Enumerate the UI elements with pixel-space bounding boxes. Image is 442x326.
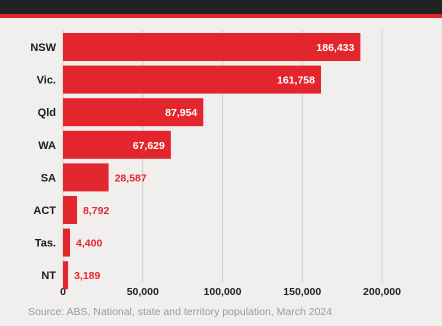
x-tick-label: 0 xyxy=(60,286,66,298)
value-label: 8,792 xyxy=(83,205,109,217)
bar xyxy=(63,33,361,61)
value-label: 3,189 xyxy=(74,270,100,282)
bar xyxy=(63,228,71,257)
bar xyxy=(63,130,171,159)
x-tick-label: 150,000 xyxy=(283,286,321,298)
source-note: Source: ABS, National, state and territo… xyxy=(28,306,333,318)
header-band xyxy=(0,0,442,14)
value-label: 28,587 xyxy=(115,172,147,184)
header-rule xyxy=(0,14,442,18)
category-label: NT xyxy=(41,270,56,282)
bar xyxy=(63,163,109,192)
value-label: 161,758 xyxy=(277,75,315,87)
category-label: Vic. xyxy=(37,75,56,87)
x-tick-label: 100,000 xyxy=(204,286,242,298)
category-label: Qld xyxy=(38,107,56,119)
value-label: 4,400 xyxy=(76,238,102,250)
category-label: Tas. xyxy=(35,238,56,250)
value-label: 67,629 xyxy=(133,140,165,152)
value-label: 186,433 xyxy=(316,42,354,54)
x-tick-label: 200,000 xyxy=(363,286,401,298)
category-label: SA xyxy=(41,172,56,184)
category-label: ACT xyxy=(33,205,56,217)
value-label: 87,954 xyxy=(165,107,197,119)
bar xyxy=(63,261,69,290)
category-label: WA xyxy=(38,140,56,152)
bar xyxy=(63,196,78,224)
bar xyxy=(63,98,204,127)
bar xyxy=(63,65,322,94)
category-label: NSW xyxy=(30,42,56,54)
x-tick-label: 50,000 xyxy=(127,286,159,298)
